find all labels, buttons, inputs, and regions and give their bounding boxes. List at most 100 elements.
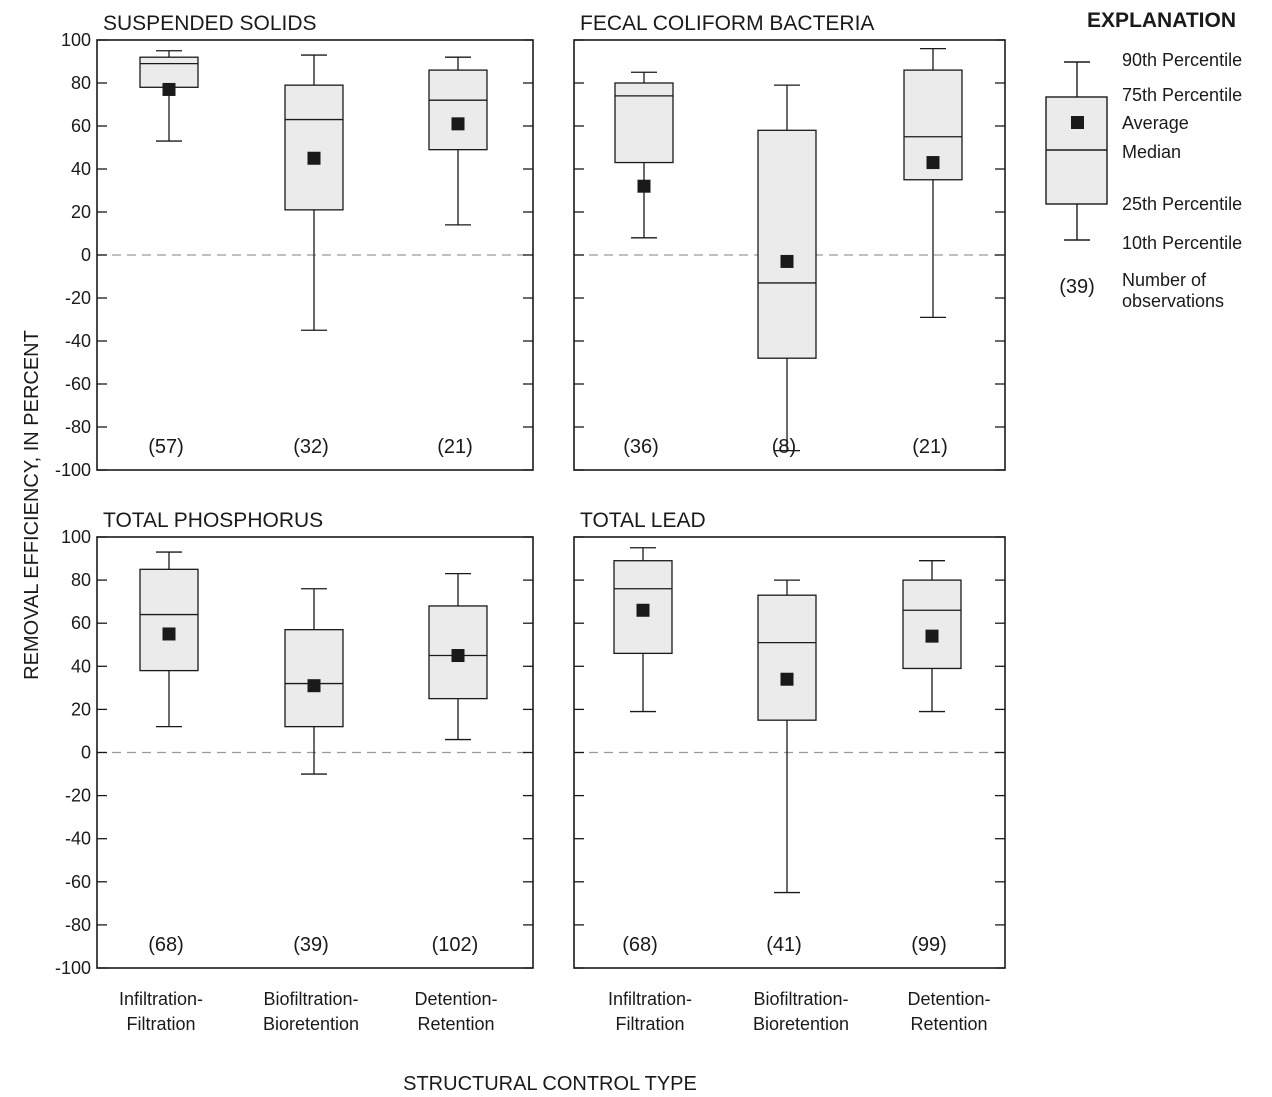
average-marker (162, 627, 176, 641)
y-tick-label: 20 (71, 699, 91, 719)
box-plot: (39) (284, 588, 344, 956)
legend-count-label-line2: observations (1122, 291, 1224, 311)
category-labels: Infiltration-Filtration Biofiltration-Bio… (119, 989, 991, 1034)
average-marker (636, 603, 650, 617)
y-tick-label: -40 (65, 829, 91, 849)
category-label: Detention-Retention (414, 989, 497, 1034)
legend-average-label: Average (1122, 113, 1189, 133)
y-tick-label: -60 (65, 872, 91, 892)
legend-p10-label: 10th Percentile (1122, 233, 1242, 253)
y-tick-label: 80 (71, 73, 91, 93)
box-plot: (8) (757, 84, 817, 458)
legend-median-label: Median (1122, 142, 1181, 162)
average-marker (451, 117, 465, 131)
y-tick-label: 0 (81, 245, 91, 265)
y-tick-label: 40 (71, 656, 91, 676)
interquartile-box (614, 82, 674, 164)
interquartile-box (139, 568, 199, 672)
box-plot: (99) (902, 560, 962, 956)
x-axis-label: STRUCTURAL CONTROL TYPE (403, 1073, 697, 1095)
y-tick-label: -60 (65, 374, 91, 394)
interquartile-box (428, 69, 488, 151)
observation-count: (36) (623, 436, 659, 458)
observation-count: (68) (148, 934, 184, 956)
chart-panel: TOTAL LEAD (68) (41) (99) (573, 509, 1006, 969)
interquartile-box (757, 129, 817, 359)
observation-count: (41) (766, 934, 802, 956)
observation-count: (99) (911, 934, 947, 956)
observation-count: (32) (293, 436, 329, 458)
y-tick-label: -20 (65, 288, 91, 308)
legend-p75-label: 75th Percentile (1122, 85, 1242, 105)
chart-panel: TOTAL PHOSPHORUS 100 80 60 40 20 0 -20 -40 -60 -80… (55, 509, 534, 978)
y-tick-label: 100 (61, 527, 91, 547)
panel-title: TOTAL PHOSPHORUS (103, 509, 323, 532)
y-tick-label: -80 (65, 915, 91, 935)
average-marker (926, 156, 940, 170)
average-marker (307, 679, 321, 693)
y-tick-label: 100 (61, 30, 91, 50)
legend-count-example: (39) (1059, 276, 1095, 298)
box-plot: (57) (139, 50, 199, 458)
interquartile-box (284, 629, 344, 728)
box-plot: (32) (284, 54, 344, 458)
interquartile-box (139, 56, 199, 88)
y-tick-label: 80 (71, 570, 91, 590)
box-plot: (68) (139, 551, 199, 956)
box-plot: (21) (428, 56, 488, 458)
average-marker (451, 649, 465, 663)
panel-title: TOTAL LEAD (580, 509, 706, 532)
panel-frame (96, 536, 534, 969)
category-label: Infiltration-Filtration (119, 989, 203, 1034)
y-tick-label: -100 (55, 958, 91, 978)
observation-count: (57) (148, 436, 184, 458)
observation-count: (68) (622, 934, 658, 956)
explanation-legend: EXPLANATION 90th Percentile 75th Percent… (1045, 9, 1242, 311)
y-tick-label: 20 (71, 202, 91, 222)
average-marker (925, 629, 939, 643)
observation-count: (39) (293, 934, 329, 956)
y-tick-label: -80 (65, 417, 91, 437)
interquartile-box (757, 594, 817, 721)
category-label: Biofiltration-Bioretention (753, 989, 849, 1034)
chart-panels: SUSPENDED SOLIDS 100 80 60 40 20 0 -20 -40 -60 -80… (55, 12, 1006, 978)
average-marker (780, 254, 794, 268)
observation-count: (102) (432, 934, 479, 956)
observation-count: (8) (772, 436, 796, 458)
chart-panel: FECAL COLIFORM BACTERIA (36) (8) (21) (573, 12, 1006, 471)
legend-p25-label: 25th Percentile (1122, 194, 1242, 214)
box-plot: (68) (613, 547, 673, 956)
y-tick-label: -40 (65, 331, 91, 351)
observation-count: (21) (912, 436, 948, 458)
y-axis-label: REMOVAL EFFICIENCY, IN PERCENT (21, 330, 43, 680)
panel-title: FECAL COLIFORM BACTERIA (580, 12, 874, 35)
interquartile-box (902, 579, 962, 670)
observation-count: (21) (437, 436, 473, 458)
box-plot: (36) (614, 71, 674, 458)
box-plot: (41) (757, 579, 817, 956)
explanation-title: EXPLANATION (1087, 9, 1236, 32)
panel-frame (573, 39, 1006, 471)
y-tick-label: -20 (65, 786, 91, 806)
y-tick-label: 60 (71, 613, 91, 633)
category-label: Detention-Retention (907, 989, 990, 1034)
average-marker (780, 672, 794, 686)
category-label: Biofiltration-Bioretention (263, 989, 359, 1034)
average-marker (162, 82, 176, 96)
interquartile-box (284, 84, 344, 211)
y-tick-label: -100 (55, 460, 91, 480)
average-marker (637, 179, 651, 193)
chart-panel: SUSPENDED SOLIDS 100 80 60 40 20 0 -20 -40 -60 -80… (55, 12, 534, 480)
y-tick-label: 0 (81, 743, 91, 763)
panel-title: SUSPENDED SOLIDS (103, 12, 317, 35)
category-label: Infiltration-Filtration (608, 989, 692, 1034)
box-plot: (21) (903, 47, 963, 458)
panel-frame (573, 536, 1006, 969)
box-plot: (102) (428, 572, 488, 956)
legend-average-marker (1071, 116, 1084, 129)
average-marker (307, 151, 321, 165)
legend-count-label-line1: Number of (1122, 270, 1207, 290)
panel-frame (96, 39, 534, 471)
y-tick-label: 40 (71, 159, 91, 179)
